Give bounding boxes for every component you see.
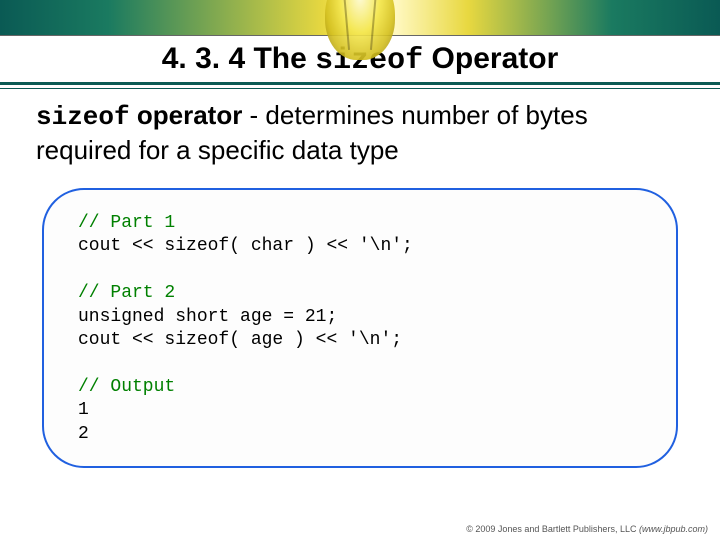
- title-prefix: The: [253, 42, 306, 75]
- def-opword: operator: [137, 100, 242, 130]
- top-banner: [0, 0, 720, 36]
- code-output-2: 2: [78, 424, 89, 444]
- code-line-2: unsigned short age = 21;: [78, 307, 337, 327]
- code-line-1: cout << sizeof( char ) << '\n';: [78, 236, 413, 256]
- footer: © 2009 Jones and Bartlett Publishers, LL…: [466, 524, 708, 534]
- title-suffix: Operator: [432, 42, 559, 75]
- code-line-3: cout << sizeof( age ) << '\n';: [78, 330, 402, 350]
- copyright-text: © 2009 Jones and Bartlett Publishers, LL…: [466, 524, 636, 534]
- footer-url: (www.jbpub.com): [639, 524, 708, 534]
- def-keyword: sizeof: [36, 102, 130, 132]
- section-number: 4. 3. 4: [162, 42, 245, 75]
- code-comment-1: // Part 1: [78, 213, 175, 233]
- code-block: // Part 1 cout << sizeof( char ) << '\n'…: [78, 212, 642, 446]
- code-output-1: 1: [78, 400, 89, 420]
- definition-text: sizeof operator - determines number of b…: [0, 89, 720, 180]
- code-comment-3: // Output: [78, 377, 175, 397]
- code-comment-2: // Part 2: [78, 283, 175, 303]
- code-example-box: // Part 1 cout << sizeof( char ) << '\n'…: [42, 188, 678, 468]
